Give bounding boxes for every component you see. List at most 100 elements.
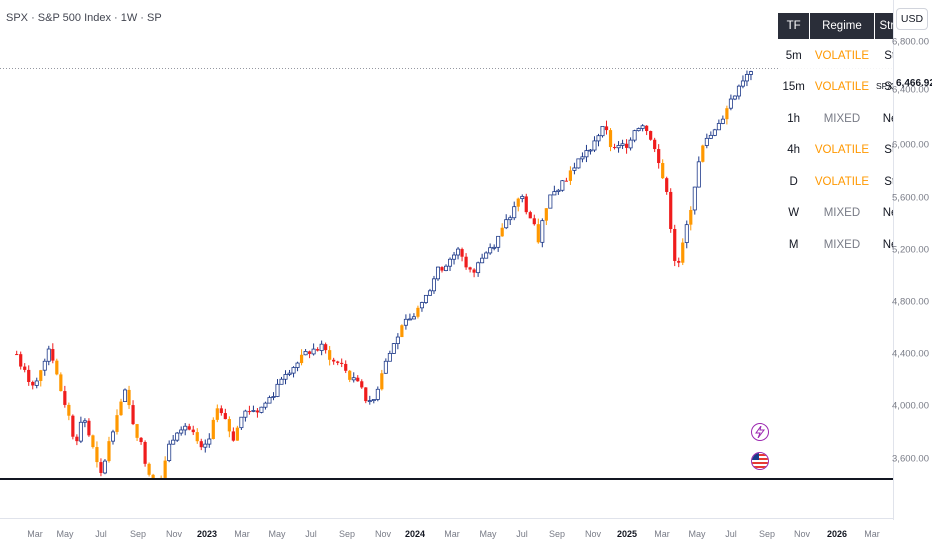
currency-button[interactable]: USD — [896, 8, 928, 30]
candle-body — [79, 422, 82, 441]
candle — [99, 458, 102, 476]
candle — [204, 440, 207, 453]
candle-body — [597, 136, 600, 141]
candle — [208, 433, 211, 448]
candle-body — [685, 225, 688, 243]
candle-body — [645, 126, 648, 131]
candle-body — [717, 123, 720, 129]
price-tick-label: 6,800.00 — [892, 37, 929, 48]
regime-tf: 5m — [778, 40, 810, 72]
lightning-event-icon[interactable] — [751, 423, 769, 441]
candle — [553, 186, 556, 195]
candle — [657, 144, 660, 168]
candle-body — [372, 399, 375, 400]
candle — [641, 124, 644, 131]
candle-body — [493, 247, 496, 248]
time-tick-label: 2023 — [197, 529, 217, 539]
candle-body — [340, 363, 343, 364]
candle-body — [208, 439, 211, 444]
candle-body — [196, 432, 199, 441]
price-tick-label: 4,000.00 — [892, 401, 929, 412]
candle-body — [689, 210, 692, 225]
candle — [569, 166, 572, 185]
time-tick-label: Mar — [444, 529, 460, 539]
candle — [111, 430, 114, 445]
candle-body — [553, 192, 556, 195]
time-tick-label: Sep — [759, 529, 775, 539]
candle — [67, 403, 70, 421]
candle-body — [565, 181, 568, 182]
candle-body — [19, 354, 22, 366]
candle-body — [613, 147, 616, 148]
header-regime: Regime — [810, 13, 874, 40]
header-strength: Strength — [874, 13, 893, 40]
candle — [565, 178, 568, 182]
candle — [107, 437, 110, 463]
candle-body — [123, 390, 126, 402]
candle — [456, 247, 459, 259]
candle-body — [59, 374, 62, 391]
candle-body — [188, 426, 191, 429]
candle-body — [705, 138, 708, 145]
candle-body — [320, 344, 323, 350]
candle-body — [43, 361, 46, 370]
candle-body — [376, 389, 379, 399]
time-tick-label: May — [688, 529, 705, 539]
regime-table: TF Regime Strength 5mVOLATILEStrong15mVO… — [777, 12, 893, 261]
candle — [127, 386, 130, 409]
candle — [400, 324, 403, 337]
candle-body — [380, 373, 383, 389]
regime-row-1h: 1hMIXEDNeutral — [778, 103, 894, 135]
candle-body — [55, 361, 58, 375]
candle — [577, 159, 580, 169]
candle — [188, 424, 191, 431]
candle — [513, 202, 516, 221]
candle-body — [677, 261, 680, 263]
time-tick-label: May — [479, 529, 496, 539]
candle-body — [617, 145, 620, 147]
candle — [557, 189, 560, 195]
candle-body — [749, 72, 752, 75]
candle-body — [260, 407, 263, 412]
candle — [432, 276, 435, 294]
candle — [404, 314, 407, 329]
last-price-symbol: SPX — [876, 81, 893, 91]
candle — [609, 128, 612, 151]
candle-body — [168, 444, 171, 460]
regime-value: VOLATILE — [810, 72, 874, 104]
candle-body — [573, 168, 576, 170]
candle — [685, 221, 688, 249]
candle-body — [400, 325, 403, 337]
candle-body — [452, 255, 455, 259]
regime-row-M: MMIXEDNeutral — [778, 229, 894, 261]
candle-body — [107, 441, 110, 461]
candle — [39, 370, 42, 387]
candle-body — [713, 130, 716, 136]
indicator-pane[interactable] — [0, 478, 893, 520]
candle-body — [408, 319, 411, 320]
candle — [689, 206, 692, 230]
candle-body — [240, 417, 243, 427]
candle-body — [432, 279, 435, 291]
candlestick-chart[interactable] — [0, 0, 893, 478]
time-tick-label: 2024 — [405, 529, 425, 539]
candle — [280, 377, 283, 385]
time-tick-label: May — [56, 529, 73, 539]
candle — [103, 459, 106, 474]
candle-body — [605, 126, 608, 130]
time-tick-label: Sep — [549, 529, 565, 539]
candle — [721, 116, 724, 125]
candle — [324, 343, 327, 354]
chart-area[interactable]: SPX · S&P 500 Index · 1W · SP TF Regime … — [0, 0, 893, 478]
candle — [444, 264, 447, 271]
candle-body — [561, 181, 564, 191]
candle-body — [324, 344, 327, 350]
candle-body — [521, 196, 524, 198]
candle-body — [228, 419, 231, 431]
candle — [83, 418, 86, 427]
candle — [573, 163, 576, 175]
us-flag-event-icon[interactable] — [751, 452, 769, 470]
candle-body — [589, 150, 592, 151]
candle-body — [276, 384, 279, 396]
